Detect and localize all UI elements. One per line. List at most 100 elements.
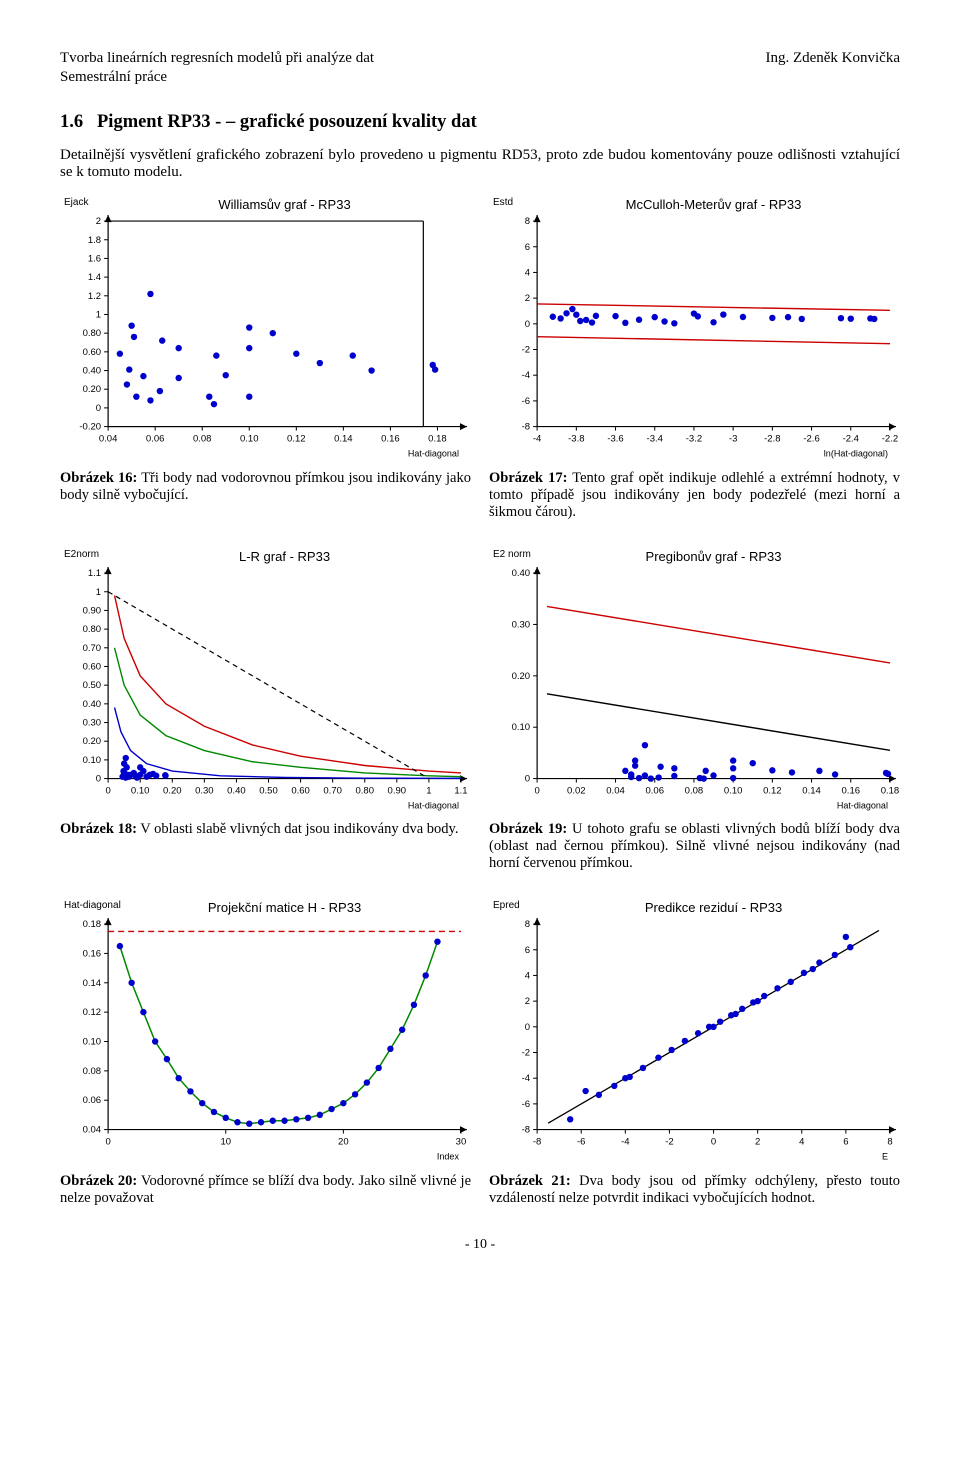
svg-text:-2: -2: [522, 345, 530, 356]
svg-text:0.80: 0.80: [83, 624, 102, 635]
svg-text:-3: -3: [729, 434, 737, 445]
svg-text:0.04: 0.04: [606, 785, 625, 796]
svg-text:0.10: 0.10: [724, 785, 743, 796]
svg-text:0.60: 0.60: [83, 661, 102, 672]
svg-text:Predikce reziduí - RP33: Predikce reziduí - RP33: [645, 900, 782, 915]
svg-text:-8: -8: [522, 1125, 530, 1136]
svg-text:0.10: 0.10: [240, 434, 259, 445]
svg-text:0.80: 0.80: [355, 785, 374, 796]
svg-text:0.30: 0.30: [83, 717, 102, 728]
svg-text:0.12: 0.12: [763, 785, 782, 796]
svg-text:0.20: 0.20: [512, 670, 531, 681]
svg-text:-2.8: -2.8: [764, 434, 780, 445]
svg-text:-3.6: -3.6: [607, 434, 623, 445]
svg-text:0.08: 0.08: [193, 434, 212, 445]
svg-text:1: 1: [96, 586, 101, 597]
svg-text:6: 6: [525, 945, 530, 956]
svg-text:Index: Index: [437, 1152, 460, 1162]
chart-16: EjackWilliamsův graf - RP330.040.060.080…: [60, 191, 471, 462]
svg-text:0.40: 0.40: [227, 785, 246, 796]
svg-text:1: 1: [426, 785, 431, 796]
svg-text:-8: -8: [522, 422, 530, 433]
svg-text:Hat-diagonal: Hat-diagonal: [837, 800, 888, 810]
svg-text:-0.20: -0.20: [79, 422, 101, 433]
svg-text:8: 8: [525, 216, 530, 227]
svg-text:6: 6: [843, 1137, 848, 1148]
svg-text:0: 0: [96, 403, 101, 414]
svg-text:Hat-diagonal: Hat-diagonal: [408, 449, 459, 459]
svg-text:Epred: Epred: [493, 900, 520, 911]
svg-text:0: 0: [96, 773, 101, 784]
svg-text:ln(Hat-diagonal): ln(Hat-diagonal): [824, 449, 888, 459]
svg-text:0.12: 0.12: [83, 1007, 102, 1018]
svg-text:0: 0: [534, 785, 539, 796]
svg-text:0.16: 0.16: [381, 434, 400, 445]
svg-text:E: E: [882, 1152, 888, 1162]
svg-text:4: 4: [525, 971, 531, 982]
svg-text:L-R graf - RP33: L-R graf - RP33: [239, 549, 330, 564]
svg-text:-2.4: -2.4: [843, 434, 860, 445]
svg-text:10: 10: [220, 1137, 231, 1148]
svg-text:0: 0: [525, 1022, 530, 1033]
svg-text:2: 2: [755, 1137, 760, 1148]
svg-text:0.06: 0.06: [645, 785, 664, 796]
caption-17: Obrázek 17: Tento graf opět indikuje odl…: [489, 470, 900, 521]
svg-text:30: 30: [456, 1137, 467, 1148]
chart-18: E2normL-R graf - RP3300.100.200.300.400.…: [60, 543, 471, 814]
svg-text:E2 norm: E2 norm: [493, 549, 531, 560]
section-intro: Detailnější vysvětlení grafického zobraz…: [60, 147, 900, 181]
svg-text:-3.4: -3.4: [647, 434, 664, 445]
svg-text:2: 2: [525, 996, 530, 1007]
svg-text:0.20: 0.20: [163, 785, 182, 796]
caption-18: Obrázek 18: V oblasti slabě vlivných dat…: [60, 821, 471, 838]
svg-text:0.40: 0.40: [512, 568, 531, 579]
svg-text:2: 2: [525, 293, 530, 304]
svg-text:0.18: 0.18: [83, 919, 102, 930]
svg-text:0.20: 0.20: [83, 384, 102, 395]
svg-text:0.70: 0.70: [323, 785, 342, 796]
svg-text:0.10: 0.10: [131, 785, 150, 796]
svg-text:1.2: 1.2: [88, 291, 101, 302]
svg-text:8: 8: [525, 919, 530, 930]
svg-text:0.06: 0.06: [146, 434, 165, 445]
svg-text:0: 0: [711, 1137, 716, 1148]
caption-16: Obrázek 16: Tři body nad vodorovnou přím…: [60, 470, 471, 504]
page-number: - 10 -: [60, 1237, 900, 1253]
svg-text:-6: -6: [522, 396, 530, 407]
svg-text:Projekční matice H - RP33: Projekční matice H - RP33: [208, 900, 361, 915]
svg-text:0.50: 0.50: [259, 785, 278, 796]
svg-text:1.6: 1.6: [88, 253, 101, 264]
svg-text:Williamsův graf - RP33: Williamsův graf - RP33: [218, 197, 350, 212]
svg-text:0.80: 0.80: [83, 328, 102, 339]
svg-text:1: 1: [96, 309, 101, 320]
header-left-2: Semestrální práce: [60, 69, 900, 86]
svg-text:0.02: 0.02: [567, 785, 586, 796]
svg-text:0.60: 0.60: [291, 785, 310, 796]
caption-19: Obrázek 19: U tohoto grafu se oblasti vl…: [489, 821, 900, 872]
svg-text:-4: -4: [533, 434, 542, 445]
svg-text:0.10: 0.10: [83, 755, 102, 766]
svg-text:0.16: 0.16: [83, 949, 102, 960]
svg-text:-2: -2: [522, 1048, 530, 1059]
svg-text:0.14: 0.14: [334, 434, 353, 445]
svg-text:0.90: 0.90: [83, 605, 102, 616]
svg-text:McCulloh-Meterův graf - RP33: McCulloh-Meterův graf - RP33: [626, 197, 802, 212]
svg-text:20: 20: [338, 1137, 349, 1148]
svg-text:Hat-diagonal: Hat-diagonal: [408, 800, 459, 810]
svg-text:4: 4: [799, 1137, 805, 1148]
svg-text:-3.8: -3.8: [568, 434, 584, 445]
svg-text:Pregibonův graf - RP33: Pregibonův graf - RP33: [646, 549, 782, 564]
svg-text:0.10: 0.10: [83, 1037, 102, 1048]
svg-text:0.30: 0.30: [512, 619, 531, 630]
header-left-1: Tvorba lineárních regresních modelů při …: [60, 50, 374, 67]
svg-text:Hat-diagonal: Hat-diagonal: [64, 900, 121, 911]
svg-text:0.50: 0.50: [83, 680, 102, 691]
svg-text:0.14: 0.14: [802, 785, 821, 796]
header-right: Ing. Zdeněk Konvička: [765, 50, 900, 67]
chart-20: Hat-diagonalProjekční matice H - RP33010…: [60, 894, 471, 1165]
section-heading: 1.6 Pigment RP33 - – grafické posouzení …: [60, 112, 900, 133]
svg-text:0: 0: [525, 319, 530, 330]
svg-text:0.14: 0.14: [83, 978, 102, 989]
svg-text:0.20: 0.20: [83, 736, 102, 747]
svg-text:-6: -6: [577, 1137, 585, 1148]
